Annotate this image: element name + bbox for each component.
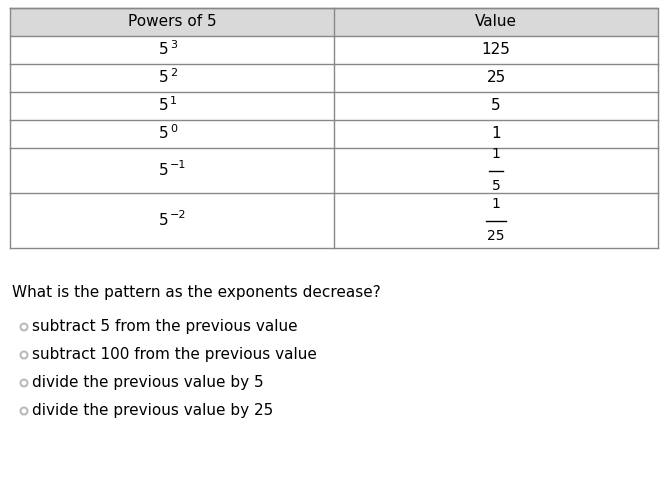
Text: 25: 25	[486, 70, 506, 85]
Text: 1: 1	[491, 126, 501, 142]
Text: 0: 0	[170, 124, 177, 134]
Text: 25: 25	[487, 229, 504, 243]
Text: 1: 1	[492, 147, 500, 161]
Text: Powers of 5: Powers of 5	[128, 14, 216, 29]
Text: Value: Value	[475, 14, 517, 29]
Text: subtract 100 from the previous value: subtract 100 from the previous value	[33, 348, 317, 362]
Text: 125: 125	[482, 42, 510, 57]
Text: 5: 5	[159, 42, 169, 57]
Text: divide the previous value by 5: divide the previous value by 5	[33, 375, 264, 390]
Text: 5: 5	[491, 98, 501, 113]
Bar	[10, 8, 658, 36]
Text: 1: 1	[170, 96, 177, 106]
Text: subtract 5 from the previous value: subtract 5 from the previous value	[33, 320, 298, 335]
Text: 5: 5	[492, 179, 500, 193]
Text: −2: −2	[170, 211, 187, 220]
Text: What is the pattern as the exponents decrease?: What is the pattern as the exponents dec…	[12, 285, 381, 300]
Text: 5: 5	[159, 213, 169, 228]
Text: 3: 3	[170, 40, 177, 50]
Text: 5: 5	[159, 163, 169, 178]
Text: 5: 5	[159, 126, 169, 142]
Text: 5: 5	[159, 98, 169, 113]
Text: 1: 1	[492, 198, 500, 212]
Text: 2: 2	[170, 68, 177, 78]
Text: −1: −1	[170, 161, 187, 171]
Text: 5: 5	[159, 70, 169, 85]
Text: divide the previous value by 25: divide the previous value by 25	[33, 403, 274, 418]
